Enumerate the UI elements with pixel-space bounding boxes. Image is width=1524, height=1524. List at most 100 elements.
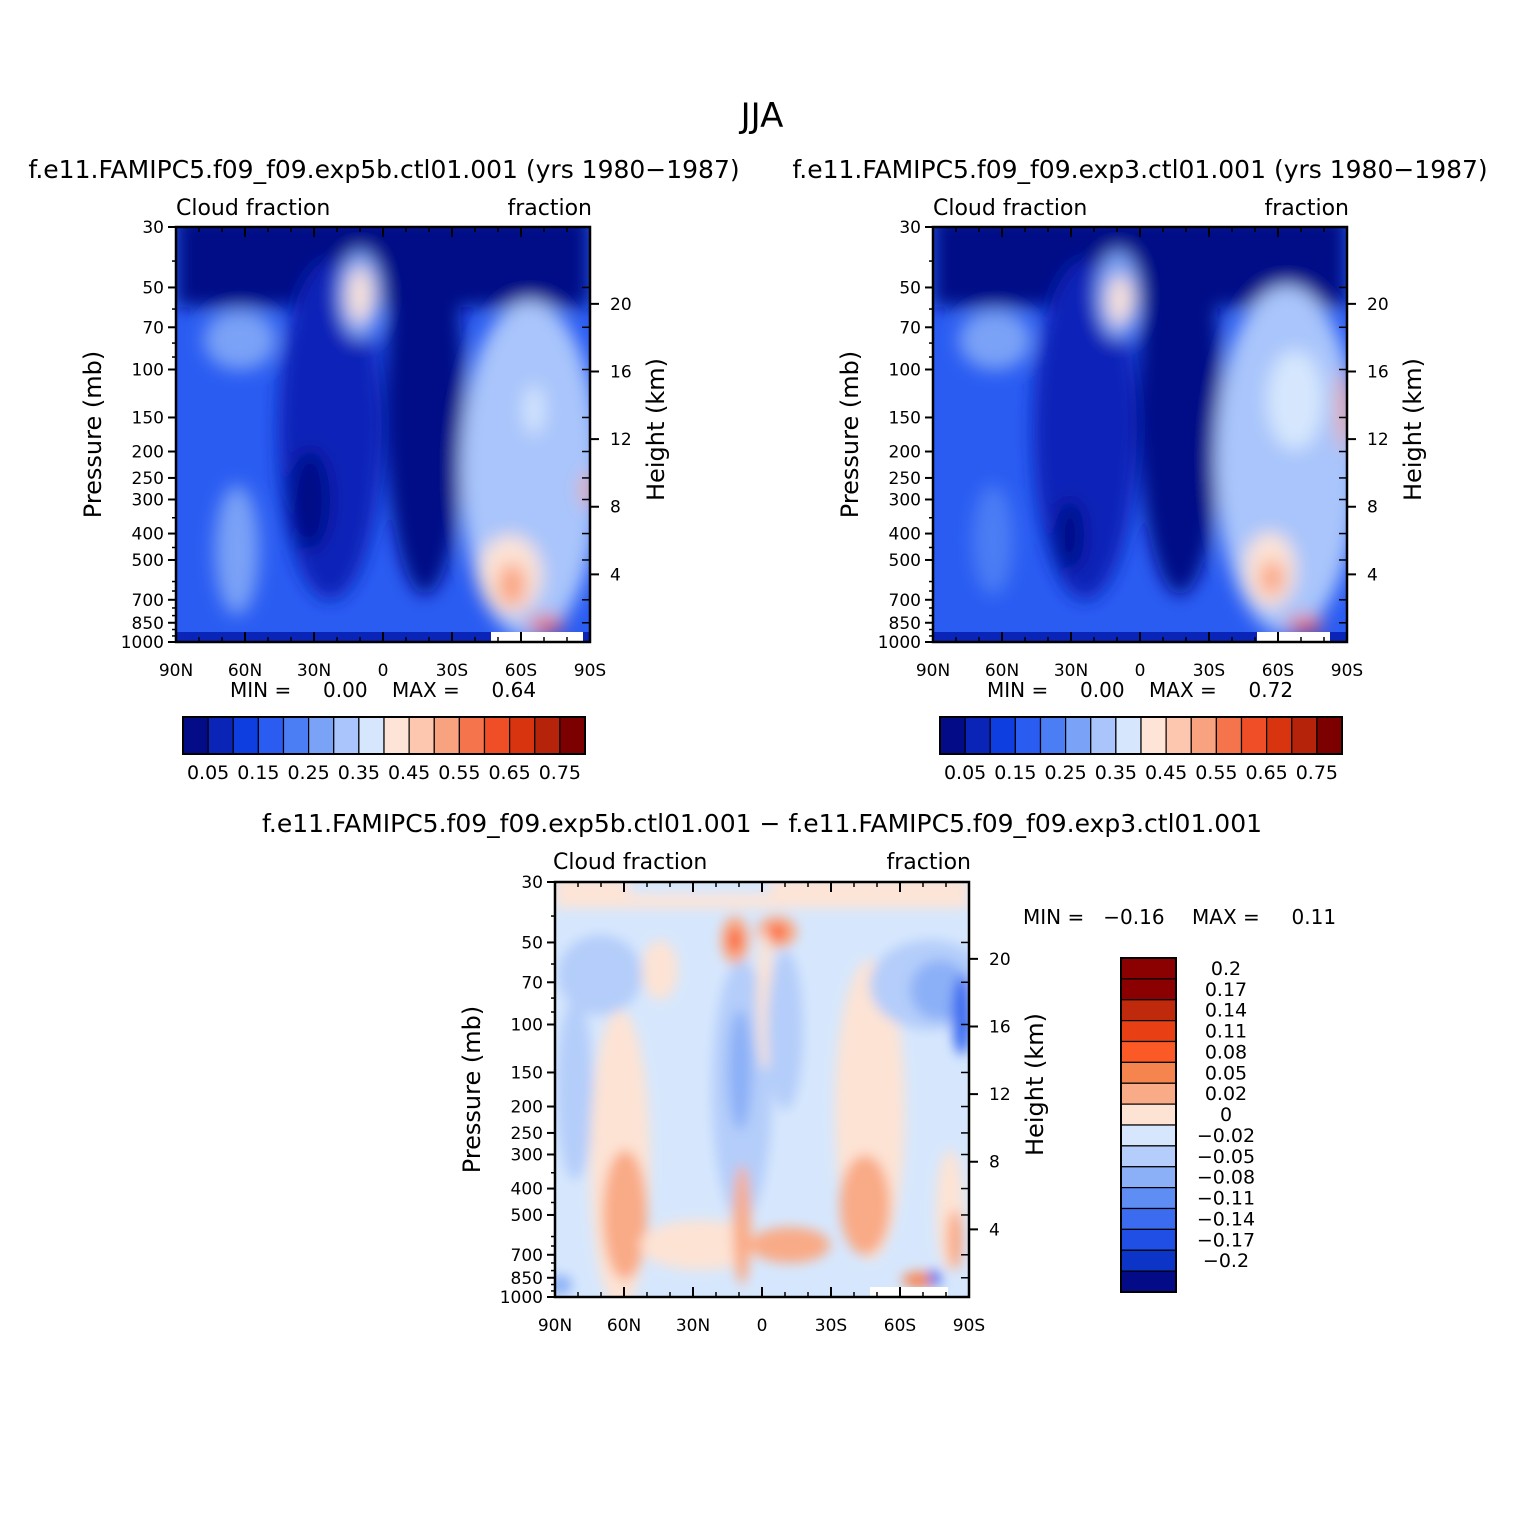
colorbar-swatch <box>1165 716 1192 755</box>
diff-colorbar-label: 0.05 <box>1205 1062 1247 1084</box>
diff-colorbar-label: 0.2 <box>1211 958 1241 980</box>
panel-2-pressure-tick-label: 250 <box>889 469 921 489</box>
panel-2-height-tick-label: 8 <box>1367 498 1378 518</box>
colorbar-frame <box>939 716 1343 755</box>
panel-2-pressure-tick-label: 400 <box>889 525 921 545</box>
panel-3-pressure-tick-label: 50 <box>521 933 543 953</box>
panel-3-pressure-tick-label: 100 <box>511 1015 543 1035</box>
colorbar-swatch <box>358 716 385 755</box>
colorbar-swatch <box>433 716 460 755</box>
diff-colorbar-swatch <box>1120 1187 1177 1210</box>
panel-3-pressure-tick-label: 500 <box>511 1206 543 1226</box>
diff-colorbar-frame <box>1120 957 1177 1293</box>
colorbar-swatch <box>408 716 435 755</box>
colorbar-label: 0.05 <box>187 762 229 784</box>
panel-1-lat-tick-label: 0 <box>378 661 389 681</box>
colorbar-label: 0.25 <box>287 762 329 784</box>
panel-3: f.e11.FAMIPC5.f09_f09.exp5b.ctl01.001 − … <box>262 809 1336 1336</box>
panel-3-lat-tick-label: 90N <box>538 1316 572 1336</box>
diff-colorbar-label: 0.08 <box>1205 1041 1247 1063</box>
colorbar-swatch <box>282 716 310 755</box>
diff-colorbar-label: −0.14 <box>1197 1208 1255 1230</box>
diff-colorbar-swatch <box>1120 1207 1177 1230</box>
colorbar-label: 0.45 <box>1145 762 1187 784</box>
panel-3-pressure-tick-label: 850 <box>511 1269 543 1289</box>
panel-2-lat-tick-label: 60S <box>1262 661 1294 681</box>
panel-3-max-text: MAX = 0.11 <box>1192 905 1336 929</box>
panel-2-max-text: MAX = 0.72 <box>1149 678 1293 702</box>
panel-2-subtitle: f.e11.FAMIPC5.f09_f09.exp3.ctl01.001 (yr… <box>792 155 1487 184</box>
diff-colorbar-swatch <box>1120 1040 1177 1063</box>
figure-title: JJA <box>739 96 784 136</box>
panel-1-ylabel: Pressure (mb) <box>79 351 107 518</box>
colorbar-label: 0.05 <box>944 762 986 784</box>
colorbar-swatch <box>1240 716 1268 755</box>
panel-1-lat-tick-label: 30N <box>297 661 331 681</box>
diff-colorbar-swatch <box>1120 1103 1177 1126</box>
colorbar-label: 0.25 <box>1044 762 1086 784</box>
panel-3-pressure-tick-label: 400 <box>511 1180 543 1200</box>
colorbar-label: 0.75 <box>1296 762 1338 784</box>
colorbar-swatch <box>1014 716 1042 755</box>
diff-colorbar-label: −0.08 <box>1197 1167 1255 1189</box>
colorbar-swatch <box>1039 716 1067 755</box>
panel-2-pressure-tick-label: 1000 <box>878 633 921 653</box>
diff-colorbar-swatch <box>1120 1082 1177 1105</box>
colorbar-frame <box>182 716 586 755</box>
panel-2-height-tick-label: 16 <box>1367 362 1389 382</box>
colorbar-swatch <box>1316 716 1343 755</box>
panel-3-lat-tick-label: 30S <box>815 1316 847 1336</box>
colorbar-swatch <box>207 716 234 755</box>
panel-1-lat-tick-label: 60S <box>505 661 537 681</box>
panel-1-pressure-tick-label: 400 <box>132 525 164 545</box>
panel-1-units-label: fraction <box>507 196 592 221</box>
panel-2-pressure-tick-label: 30 <box>899 218 921 238</box>
panel-3-height-tick-label: 12 <box>989 1085 1011 1105</box>
colorbar-swatch <box>483 716 511 755</box>
panel-2-lat-tick-label: 90S <box>1331 661 1363 681</box>
diff-colorbar-label: −0.17 <box>1197 1229 1255 1251</box>
panel-2-colorbar: 0.05 0.15 0.25 0.35 0.45 0.55 0.65 0.75 <box>939 716 1343 784</box>
colorbar-swatch <box>257 716 285 755</box>
panel-2-height-tick-label: 12 <box>1367 430 1389 450</box>
panel-3-pressure-tick-label: 1000 <box>500 1288 543 1308</box>
panel-1-colorbar: 0.05 0.15 0.25 0.35 0.45 0.55 0.65 0.75 <box>182 716 586 784</box>
panel-3-height-tick-label: 4 <box>989 1220 1000 1240</box>
diff-colorbar-swatch <box>1120 1249 1177 1272</box>
colorbar-swatch <box>1090 716 1117 755</box>
colorbar-label: 0.35 <box>338 762 380 784</box>
diff-colorbar-swatch <box>1120 1228 1177 1251</box>
colorbar-label: 0.35 <box>1095 762 1137 784</box>
panel-1-pressure-tick-label: 700 <box>132 591 164 611</box>
panel-2-ylabel: Pressure (mb) <box>836 351 864 518</box>
colorbar-swatch <box>939 716 966 755</box>
panel-1-pressure-tick-label: 150 <box>132 408 164 428</box>
diff-colorbar-swatch <box>1120 1145 1177 1168</box>
panel-3-pressure-tick-label: 70 <box>521 973 543 993</box>
panel-2-pressure-tick-label: 700 <box>889 591 921 611</box>
diff-colorbar-swatch <box>1120 1124 1177 1147</box>
colorbar-swatch <box>1065 716 1092 755</box>
diff-colorbar-swatch <box>1120 999 1177 1022</box>
panel-3-lat-tick-label: 0 <box>757 1316 768 1336</box>
panel-1-height-tick-label: 20 <box>610 295 632 315</box>
panel-2-units-label: fraction <box>1264 196 1349 221</box>
panel-3-ylabel: Pressure (mb) <box>458 1006 486 1173</box>
colorbar-label: 0.75 <box>539 762 581 784</box>
panel-1-pressure-tick-label: 50 <box>142 278 164 298</box>
colorbar-swatch <box>1291 716 1318 755</box>
colorbar-swatch <box>458 716 486 755</box>
diff-colorbar-swatch <box>1120 1166 1177 1189</box>
panel-3-lat-tick-label: 60S <box>884 1316 916 1336</box>
panel-1-pressure-tick-label: 250 <box>132 469 164 489</box>
panel-1-lat-tick-label: 90S <box>574 661 606 681</box>
panel-1-pressure-tick-label: 850 <box>132 614 164 634</box>
diff-colorbar-label: −0.11 <box>1197 1188 1255 1210</box>
colorbar-swatch <box>534 716 561 755</box>
diff-colorbar-label: 0 <box>1220 1104 1232 1126</box>
panel-1-height-tick-label: 8 <box>610 498 621 518</box>
panel-1-max-text: MAX = 0.64 <box>392 678 536 702</box>
panel-1-height-tick-label: 12 <box>610 430 632 450</box>
colorbar-label: 0.55 <box>1195 762 1237 784</box>
